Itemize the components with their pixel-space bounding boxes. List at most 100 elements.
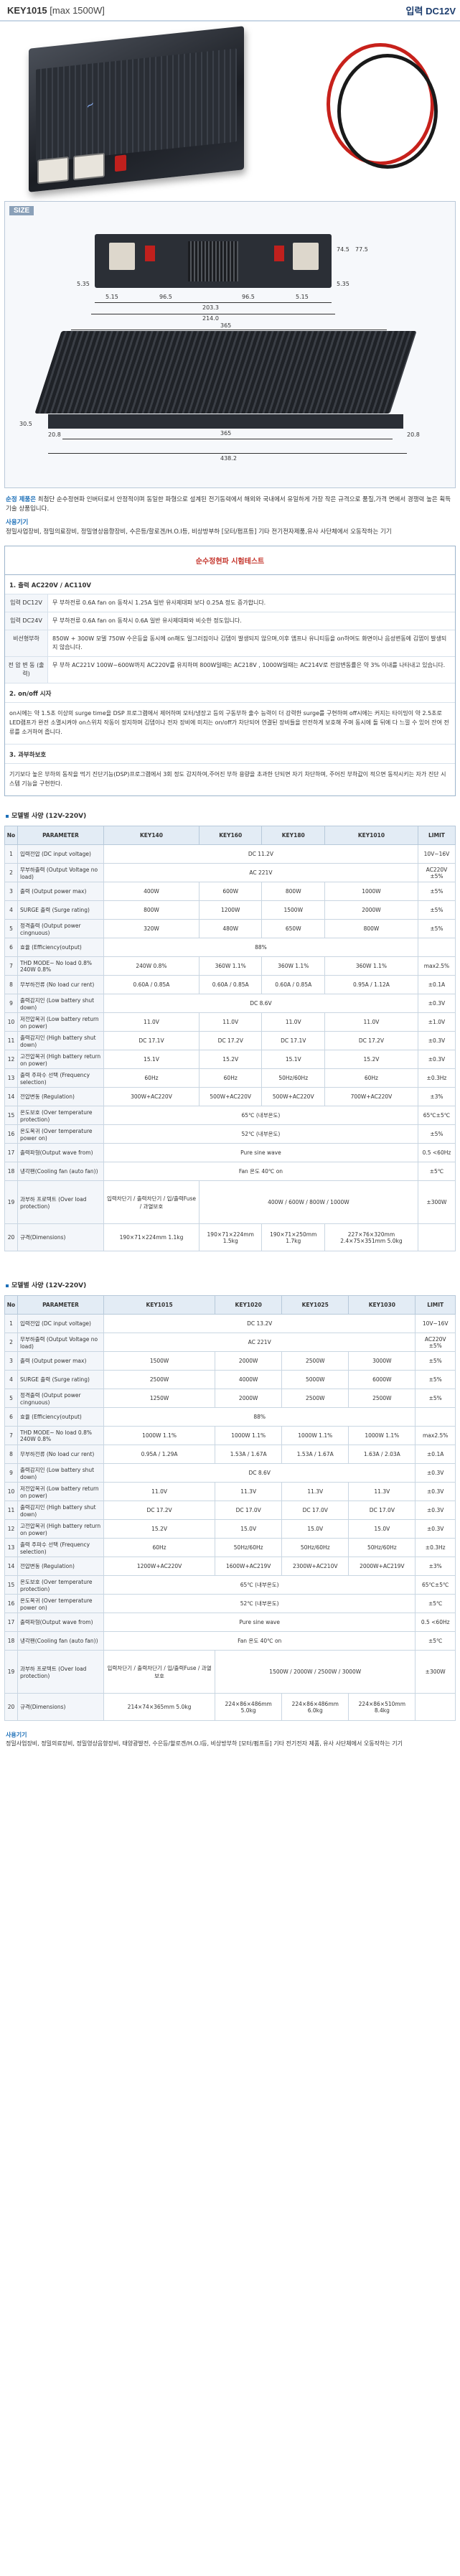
table-cell: 65℃ (내부온도) [103,1106,418,1125]
table-row: 15 온도보호 (Over temperature protection) 65℃ … [4,1106,456,1125]
parameter-name: 무부하출력 (Output Voltage no load) [17,1333,104,1352]
row-number: 17 [4,1143,18,1162]
table-cell: ±1.0V [417,1012,456,1032]
table-row: 19 과부하 프로텍트 (Over load protection) 입력차단기 /… [4,1650,456,1694]
table-cell: 2000W+AC219V [348,1557,416,1576]
table-cell: 11.0V [103,1012,200,1032]
table-row: 17 출력파형(Output wave from) Pure sine wave 0.… [4,1613,456,1632]
parameter-name: 규격(Dimensions) [17,1223,104,1251]
parameter-name: 입력전압 (DC input voltage) [17,844,104,864]
table-cell: 500W+AC220V [261,1087,326,1106]
footer-usage-link[interactable]: 사용기기 [6,1732,27,1738]
column-header: KEY1010 [324,826,418,845]
column-header: KEY1030 [348,1295,416,1315]
table-cell: 1000W 1.1% [103,1426,216,1445]
test-overload-body: 기기보다 높은 부하의 동작을 먹기 진단기능(DSP)프로그램에서 3회 정도… [9,771,446,787]
table-cell: ±0.3V [417,1050,456,1069]
table-row: 5 정격출력 (Output power cingnuous) 320W 480W 65… [4,919,456,938]
table-cell: max2.5% [415,1426,456,1445]
spec-table-2-title: 모델별 사양 (12V-220V) [6,1280,454,1289]
table-cell: AC220V ±5% [417,863,456,882]
table-cell: 0.95A / 1.29A [103,1445,216,1464]
dim-label: 5.35 [77,281,90,287]
table-cell: 3000W [348,1351,416,1371]
parameter-name: 온도보호 (Over temperature protection) [17,1106,104,1125]
table-row: 3 출력 (Output power max) 1500W 2000W 2500W 300… [4,1351,456,1371]
table-row: 6 효율 (Efficiency(output) 88% [4,938,456,957]
table-row: 10 저전압복귀 (Low battery return on power) 11.… [4,1012,456,1032]
table-cell: 224×86×486mm 5.0kg [215,1693,283,1721]
row-number: 10 [4,1012,18,1032]
table-cell: ±0.3Hz [415,1538,456,1557]
test-row-key: 비선형부하 [5,630,48,656]
column-header: KEY160 [198,826,263,845]
parameter-name: 전압변동 (Regulation) [17,1087,104,1106]
table-row: 11 출력감지인 (High battery shut down) DC 17.1V… [4,1031,456,1050]
row-number: 7 [4,1426,18,1445]
table-cell: DC 17.0V [348,1501,416,1520]
table-cell: 11.0V [103,1482,216,1501]
table-cell: 480W [198,919,263,938]
table-cell: Pure sine wave [103,1143,418,1162]
parameter-name: 출력 (Output power max) [17,882,104,901]
table-cell: ±5% [417,882,456,901]
column-header: KEY1020 [215,1295,283,1315]
test-row-value: 무 부하전류 0.6A fan on 동작시 0.6A 일반 유사제대파와 비슷… [52,617,242,624]
table-cell: ±5℃ [417,1162,456,1181]
row-number: 8 [4,1445,18,1464]
parameter-name: 규격(Dimensions) [17,1693,104,1721]
product-header: KEY1015 [max 1500W] 입력 DC12V [0,0,460,22]
usage-body: 정밀사업장비, 정밀의료장비, 정밀영상음향장비, 수은등/할로겐/H.O.I등… [6,528,392,536]
table-cell: 1000W [324,882,418,901]
table-cell: 700W+AC220V [324,1087,418,1106]
table-cell: ±5% [415,1370,456,1389]
row-number: 10 [4,1482,18,1501]
spec-table-1: No PARAMETER KEY140 KEY160 KEY180 KEY101… [4,826,456,1251]
sine-wave-test-box: 순수정현파 시험테스트 1. 출력 AC220V / AC110V 입력 DC1… [4,546,456,796]
row-number: 3 [4,1351,18,1371]
parameter-name: 고전압복귀 (High battery return on power) [17,1050,104,1069]
usage-link[interactable]: 사용기기 [6,519,29,526]
table-cell: ±0.1A [417,975,456,994]
row-number: 15 [4,1106,18,1125]
column-header: PARAMETER [17,1295,104,1315]
table-cell: AC220V ±5% [415,1333,456,1352]
spec-table-2: No PARAMETER KEY1015 KEY1020 KEY1025 KEY… [4,1295,456,1721]
test-row: 비선형부하 850W + 300W 모델 750W 수은등을 동시에 on해도 일… [5,630,455,657]
table-row: 20 규격(Dimensions) 190×71×224mm 1.1kg 190×71… [4,1223,456,1251]
test-row: 입력 DC12V 무 부하전류 0.6A fan on 동작시 1.25A 일반 … [5,594,455,612]
test-row: 입력 DC24V 무 부하전류 0.6A fan on 동작시 0.6A 일반 유… [5,612,455,630]
table-row: 12 고전압복귀 (High battery return on power) 15… [4,1519,456,1539]
table-cell: 11.3V [215,1482,283,1501]
dim-label: 20.8 [48,431,61,438]
table-row: 7 THD MODE~ No load 0.8% 240W 0.8% 1000W 1… [4,1426,456,1445]
parameter-name: 출력파형(Output wave from) [17,1143,104,1162]
product-photo: ~ [0,22,460,201]
model-title: KEY1015 [max 1500W] [7,5,105,16]
row-number: 15 [4,1575,18,1595]
row-number: 9 [4,994,18,1013]
test-title: 순수정현파 시험테스트 [5,546,455,575]
row-number: 13 [4,1538,18,1557]
table-cell: 11.0V [198,1012,263,1032]
table-cell: 52℃ (내부온도) [103,1594,416,1613]
parameter-name: 온도복귀 (Over temperature power on) [17,1124,104,1144]
column-header: KEY140 [103,826,200,845]
row-number: 17 [4,1613,18,1632]
row-number: 4 [4,1370,18,1389]
table-cell: DC 17.2V [324,1031,418,1050]
parameter-name: 냉각팬(Cooling fan (auto fan)) [17,1631,104,1651]
table-row: 17 출력파형(Output wave from) Pure sine wave 0.… [4,1143,456,1162]
table-cell: 65℃±5℃ [415,1575,456,1595]
row-number: 6 [4,938,18,957]
table-row: 12 고전압복귀 (High battery return on power) 15… [4,1050,456,1069]
test-row-value: 무 부하 AC221V 100W~600W까지 AC220V를 유지하며 800… [52,662,446,668]
dim-label: 5.15 [105,294,118,300]
row-number: 19 [4,1180,18,1224]
parameter-name: 전압변동 (Regulation) [17,1557,104,1576]
table-cell: 1500W [103,1351,216,1371]
table-cell: DC 17.1V [103,1031,200,1050]
table-cell: 60Hz [103,1538,216,1557]
table-cell: ±5% [417,919,456,938]
table-cell: ±0.3Hz [417,1068,456,1088]
